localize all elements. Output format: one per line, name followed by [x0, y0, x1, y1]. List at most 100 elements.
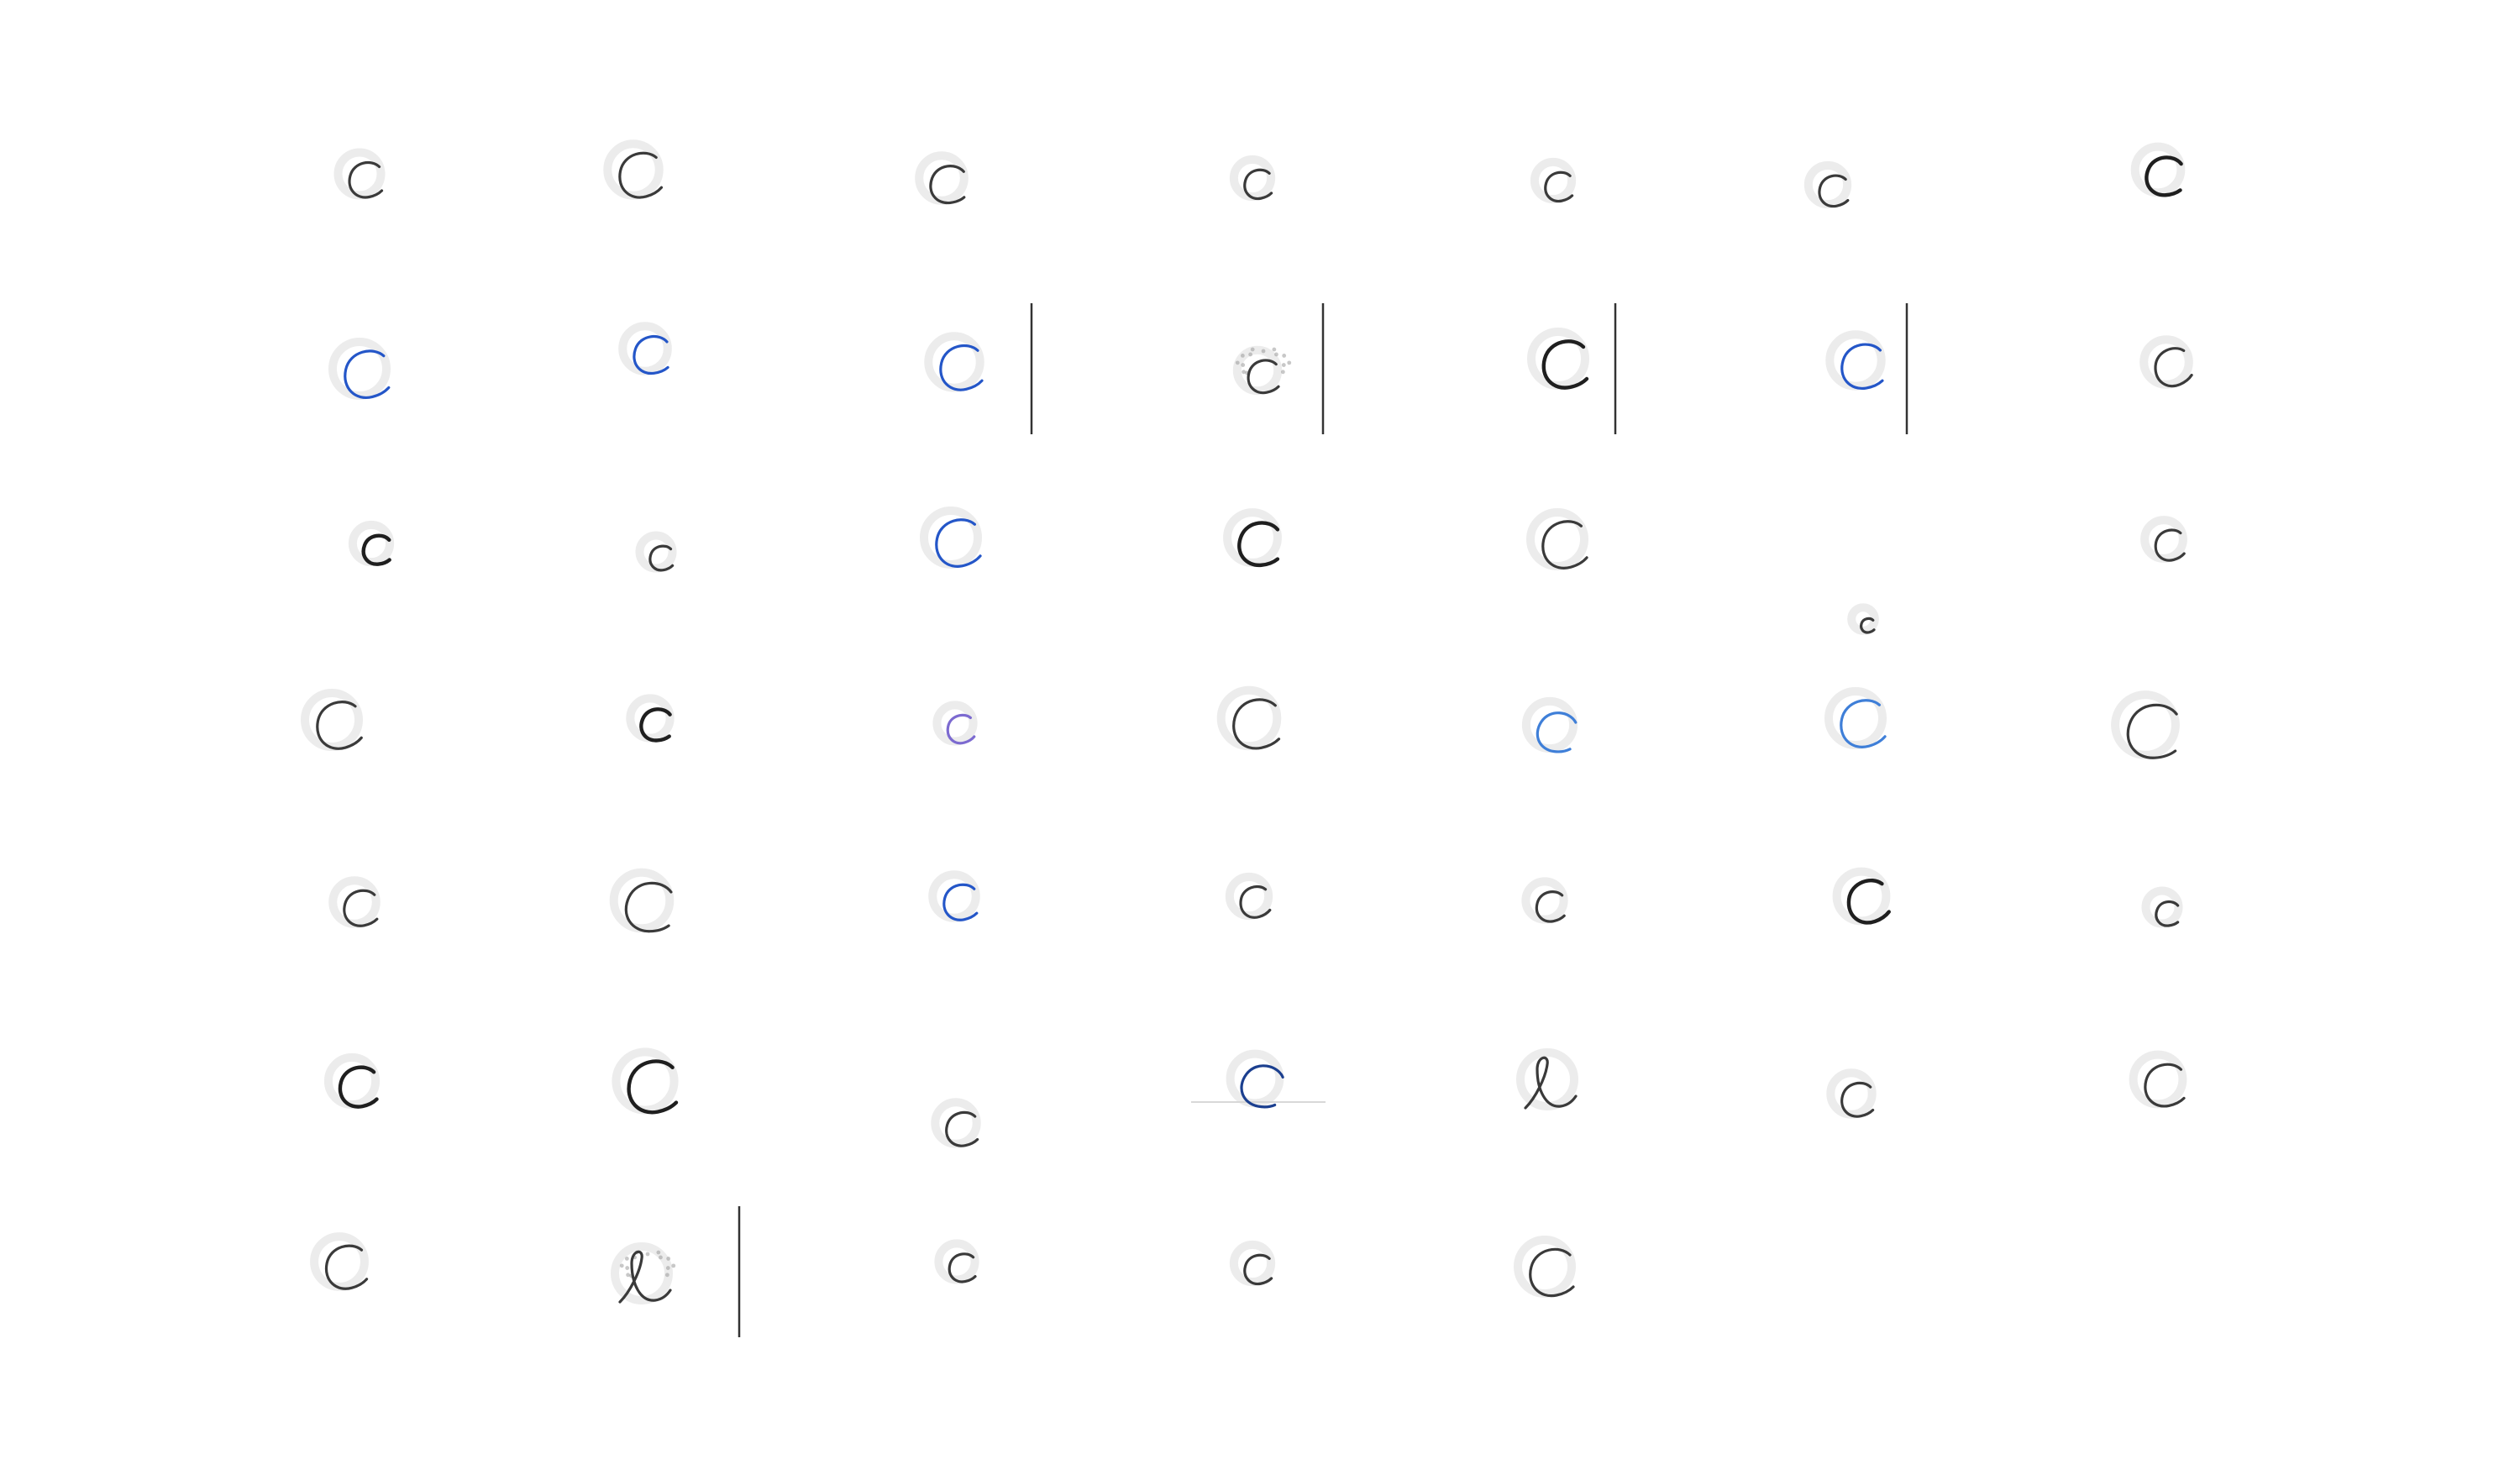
letter-c-stroke [1840, 699, 1887, 748]
pencil-smudge [1241, 363, 1246, 367]
pencil-smudge [1287, 360, 1292, 365]
scan-ghost-mark [609, 868, 675, 933]
pencil-smudge [1272, 347, 1277, 352]
pencil-smudge [626, 1273, 631, 1278]
letter-sample [279, 815, 570, 995]
scan-ghost-mark [323, 1052, 381, 1110]
letter-sample [1739, 273, 2029, 453]
scan-ghost-mark [1216, 685, 1282, 751]
scan-ghost-mark [2141, 886, 2183, 928]
letter-c-stroke [1232, 698, 1281, 750]
letter-glyph [1516, 1048, 1578, 1110]
pencil-smudge [1280, 370, 1285, 375]
letter-sample [1155, 273, 1446, 453]
letter-sample [1155, 1176, 1446, 1356]
letter-sample [864, 273, 1154, 453]
scan-ghost-mark [1527, 328, 1589, 390]
pencil-smudge [1281, 363, 1286, 367]
letter-c-stroke [1840, 343, 1884, 390]
letter-glyph [2140, 516, 2187, 563]
letter-sample [2031, 634, 2322, 814]
letter-glyph [611, 1206, 741, 1337]
pencil-smudge [659, 1255, 663, 1260]
letter-glyph [348, 520, 395, 567]
letter-glyph [934, 1239, 979, 1284]
letter-glyph [612, 1047, 679, 1115]
scan-ghost-mark [2129, 1050, 2187, 1109]
letter-c-stroke [624, 881, 673, 933]
letter-c-stroke [1544, 171, 1574, 203]
letter-sample [2031, 92, 2322, 272]
letter-c-stroke [1529, 1247, 1575, 1298]
letter-glyph [915, 151, 969, 205]
scan-ghost-mark [1225, 872, 1273, 921]
pencil-smudge [619, 1263, 624, 1268]
scan-ghost-mark [1526, 508, 1588, 570]
letter-glyph [1232, 303, 1325, 434]
scan-ghost-mark [915, 151, 969, 205]
scan-ghost-mark [310, 1232, 369, 1291]
pencil-smudge [1274, 352, 1278, 357]
letter-glyph [1527, 303, 1617, 434]
letter-sample [279, 1176, 570, 1356]
letter-glyph [2139, 335, 2193, 389]
letter-c-stroke [316, 701, 363, 750]
letter-glyph [333, 148, 386, 200]
letter-sample [279, 92, 570, 272]
letter-sample [571, 634, 862, 814]
letter-glyph [626, 694, 675, 743]
letter-sample [571, 995, 862, 1175]
letter-glyph [2141, 886, 2183, 928]
letter-glyph [928, 870, 980, 922]
letter-glyph [1826, 1068, 1877, 1119]
letter-c-stroke [945, 1110, 979, 1147]
pencil-smudge [1235, 360, 1240, 365]
letter-c-stroke [1846, 879, 1891, 925]
letter-c-stroke [2155, 900, 2180, 927]
letter-c-stroke [1818, 174, 1850, 208]
letter-c-stroke [942, 883, 979, 921]
letter-c-stroke [1536, 711, 1578, 753]
letter-c-stroke [2154, 347, 2193, 388]
letter-sample [1447, 454, 1738, 633]
letter-c-stroke [1240, 1064, 1284, 1109]
letter-glyph [1530, 157, 1577, 204]
letter-c-stroke [348, 160, 384, 199]
letter-glyph [1824, 687, 1887, 749]
letter-c-stroke [1243, 168, 1273, 201]
letter-c-stroke [939, 344, 984, 391]
letter-c-stroke [2144, 1063, 2186, 1108]
letter-sample [571, 92, 862, 272]
letter-sample [571, 815, 862, 995]
letter-glyph [1229, 155, 1276, 202]
letter-c-stroke [946, 713, 976, 745]
scan-ghost-mark [618, 322, 672, 375]
letter-glyph [328, 876, 381, 928]
letter-sample [2031, 273, 2322, 453]
letter-c-stroke [2145, 155, 2183, 197]
letter-c-stroke [344, 349, 391, 399]
letter-sample [1447, 92, 1738, 272]
pencil-smudge [671, 1263, 676, 1268]
letter-sample [1155, 92, 1446, 272]
scan-ghost-mark [1521, 877, 1568, 924]
letter-c-stroke [338, 1065, 379, 1109]
scan-ghost-mark [932, 701, 978, 746]
letter-sample [2031, 995, 2322, 1175]
letter-sample [1739, 634, 2029, 814]
letter-c-stroke [633, 334, 669, 375]
pencil-smudge [665, 1266, 670, 1270]
letter-sample [864, 92, 1154, 272]
pencil-smudge [1242, 370, 1247, 375]
scan-ghost-mark [1226, 1049, 1284, 1108]
scan-ghost-mark [1516, 1048, 1578, 1110]
scan-ghost-mark [301, 689, 363, 751]
letter-glyph [1216, 685, 1282, 751]
letter-sample [864, 634, 1154, 814]
scan-ghost-mark [924, 332, 984, 392]
letter-glyph [603, 139, 664, 200]
letter-sample [1155, 815, 1446, 995]
scan-ghost-mark [1229, 155, 1276, 202]
letter-c-stroke [2126, 703, 2178, 759]
